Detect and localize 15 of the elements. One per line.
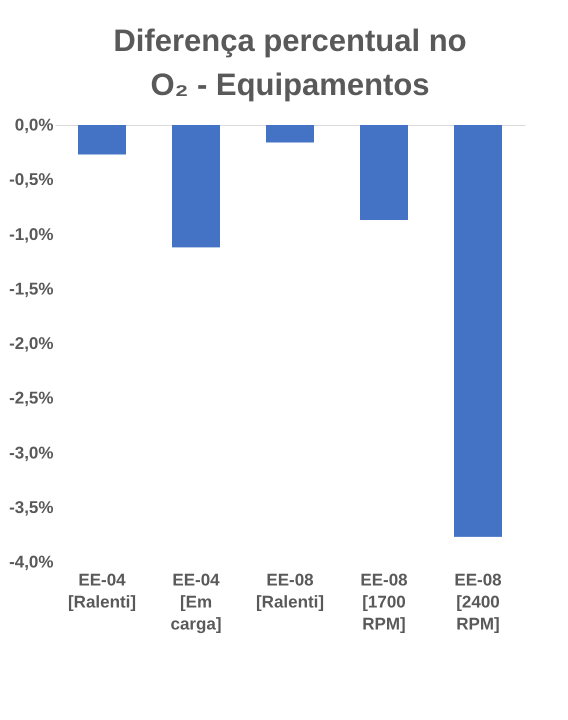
y-tick-label: 0,0% bbox=[14, 116, 54, 134]
chart-title: Diferença percentual no O₂ - Equipamentos bbox=[113, 23, 467, 102]
y-tick-label: -4,0% bbox=[9, 552, 54, 572]
x-tick-label: EE-04 [Em carga] bbox=[170, 570, 222, 634]
y-tick-label: -2,0% bbox=[9, 334, 54, 353]
x-tick-label: EE-08 [Ralenti] bbox=[256, 570, 324, 612]
y-tick-label: -3,5% bbox=[9, 498, 54, 517]
x-tick-label: EE-04 [Ralenti] bbox=[68, 570, 136, 612]
y-tick-label: -0,5% bbox=[9, 170, 54, 190]
y-tick-label: -1,5% bbox=[9, 279, 54, 298]
y-tick-label: -1,0% bbox=[9, 224, 54, 244]
y-tick-label: -3,0% bbox=[9, 443, 54, 462]
y-tick-label: -2,5% bbox=[9, 388, 54, 408]
x-tick-label: EE-08 [1700 RPM] bbox=[360, 570, 408, 634]
x-tick-label: EE-08 [2400 RPM] bbox=[454, 570, 502, 634]
